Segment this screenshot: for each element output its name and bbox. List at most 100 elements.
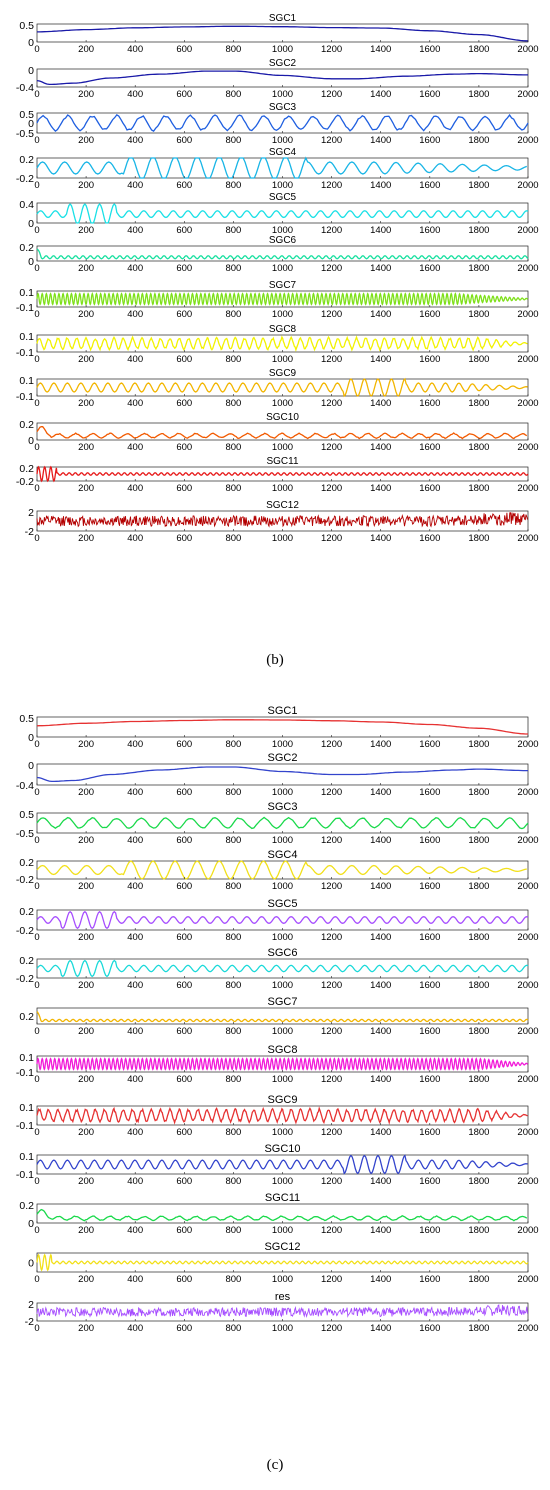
x-tick-label: 600 xyxy=(176,309,192,320)
x-tick-label: 1800 xyxy=(468,44,489,55)
x-tick-label: 600 xyxy=(176,442,192,453)
y-tick-label: 0 xyxy=(28,435,34,447)
subplot-title: SGC2 xyxy=(268,752,298,764)
x-tick-label: 800 xyxy=(225,442,241,453)
x-tick-label: 0 xyxy=(34,739,39,750)
x-tick-label: 1000 xyxy=(272,180,293,191)
y-tick-label: 0 xyxy=(28,65,34,77)
subplot-c-sgc10: SGC10 0 200 400 600 800 1000 1200 1400 1600 1800 20… xyxy=(16,1143,539,1187)
panel-label-b: (b) xyxy=(266,652,284,668)
x-tick-label: 2000 xyxy=(517,1127,538,1138)
x-tick-label: 1800 xyxy=(468,980,489,991)
series-line xyxy=(36,1154,528,1175)
y-tick-label: -0.1 xyxy=(16,391,34,403)
x-tick-label: 400 xyxy=(127,533,143,544)
subplot-title: SGC1 xyxy=(268,705,298,717)
subplot-c-sgc3: SGC3 0 200 400 600 800 1000 1200 1400 1600 1800 200… xyxy=(16,801,539,846)
x-tick-label: 2000 xyxy=(517,180,538,191)
x-tick-label: 800 xyxy=(225,44,241,55)
subplot-b-sgc2: SGC2 0 200 400 600 800 1000 1200 1400 1600 1800 200… xyxy=(16,58,539,100)
x-tick-label: 1200 xyxy=(321,135,342,146)
x-tick-label: 200 xyxy=(78,533,94,544)
x-tick-label: 600 xyxy=(176,1225,192,1236)
x-tick-label: 400 xyxy=(127,739,143,750)
x-tick-label: 2000 xyxy=(517,1225,538,1236)
subplot-b-sgc12: SGC12 0 200 400 600 800 1000 1200 1400 1600 1800 20… xyxy=(25,500,539,544)
x-tick-label: 1000 xyxy=(272,44,293,55)
x-tick-label: 2000 xyxy=(517,739,538,750)
x-tick-label: 1800 xyxy=(468,787,489,798)
series-line xyxy=(36,335,528,352)
x-tick-label: 800 xyxy=(225,89,241,100)
x-tick-label: 200 xyxy=(78,180,94,191)
x-tick-label: 800 xyxy=(225,835,241,846)
subplot-b-sgc9: SGC9 0 200 400 600 800 1000 1200 1400 1600 1800 200… xyxy=(16,368,539,409)
y-tick-label: 0.4 xyxy=(19,199,34,211)
y-tick-label: -0.1 xyxy=(16,1169,34,1181)
series-line xyxy=(36,292,529,306)
x-tick-label: 1600 xyxy=(419,44,440,55)
x-tick-label: 200 xyxy=(78,1274,94,1285)
subplot-title: SGC11 xyxy=(266,456,298,467)
x-tick-label: 1200 xyxy=(321,398,342,409)
x-tick-label: 0 xyxy=(34,89,39,100)
x-tick-label: 800 xyxy=(225,881,241,892)
x-tick-label: 600 xyxy=(176,1074,192,1085)
x-tick-label: 0 xyxy=(34,1176,39,1187)
x-tick-label: 400 xyxy=(127,1176,143,1187)
x-tick-label: 200 xyxy=(78,442,94,453)
subplot-c-sgc8: SGC8 0 200 400 600 800 1000 1200 1400 1600 1800 200… xyxy=(16,1044,539,1085)
x-tick-label: 1000 xyxy=(272,1127,293,1138)
x-tick-label: 1200 xyxy=(321,225,342,236)
y-tick-label: 0.2 xyxy=(19,463,34,475)
subplot-c-sgc1: SGC1 0 200 400 600 800 1000 1200 1400 1600 1800 200… xyxy=(19,705,538,750)
x-tick-label: 1200 xyxy=(321,1225,342,1236)
y-tick-label: 0.2 xyxy=(19,906,34,918)
x-tick-label: 200 xyxy=(78,1127,94,1138)
x-tick-label: 1000 xyxy=(272,1225,293,1236)
x-tick-label: 600 xyxy=(176,263,192,274)
x-tick-label: 1800 xyxy=(468,835,489,846)
x-tick-label: 200 xyxy=(78,309,94,320)
x-tick-label: 1800 xyxy=(468,1323,489,1334)
subplot-title: SGC8 xyxy=(268,1044,298,1056)
subplot-title: SGC5 xyxy=(268,898,298,910)
x-tick-label: 1000 xyxy=(272,787,293,798)
x-tick-label: 1400 xyxy=(370,533,391,544)
y-tick-label: 0 xyxy=(28,1258,34,1270)
x-tick-label: 2000 xyxy=(517,533,538,544)
x-tick-label: 600 xyxy=(176,135,192,146)
x-tick-label: 1600 xyxy=(419,1074,440,1085)
x-tick-label: 1000 xyxy=(272,835,293,846)
subplot-title: SGC10 xyxy=(266,412,299,423)
x-tick-label: 800 xyxy=(225,787,241,798)
x-tick-label: 200 xyxy=(78,1026,94,1037)
x-tick-label: 800 xyxy=(225,932,241,943)
x-tick-label: 0 xyxy=(34,1127,39,1138)
subplot-c-sgc11: SGC11 0 200 400 600 800 1000 1200 1400 1600 1800 20… xyxy=(19,1192,538,1236)
x-tick-label: 1600 xyxy=(419,309,440,320)
x-tick-label: 1000 xyxy=(272,739,293,750)
x-tick-label: 1000 xyxy=(272,309,293,320)
y-tick-label: 0.5 xyxy=(19,713,34,725)
x-tick-label: 1200 xyxy=(321,309,342,320)
x-tick-label: 600 xyxy=(176,1127,192,1138)
x-tick-label: 0 xyxy=(34,1026,39,1037)
x-tick-label: 600 xyxy=(176,980,192,991)
x-tick-label: 2000 xyxy=(517,44,538,55)
x-tick-label: 400 xyxy=(127,1026,143,1037)
x-tick-label: 1400 xyxy=(370,398,391,409)
x-tick-label: 800 xyxy=(225,180,241,191)
subplot-c-sgc9: SGC9 0 200 400 600 800 1000 1200 1400 1600 1800 200… xyxy=(16,1094,539,1138)
x-tick-label: 1400 xyxy=(370,135,391,146)
x-tick-label: 0 xyxy=(34,309,39,320)
x-tick-label: 1400 xyxy=(370,1274,391,1285)
subplot-b-sgc7: SGC7 0 200 400 600 800 1000 1200 1400 1600 1800 200… xyxy=(16,280,539,320)
subplot-title: SGC6 xyxy=(268,947,298,959)
y-tick-label: 0.2 xyxy=(19,1200,34,1212)
x-tick-label: 800 xyxy=(225,309,241,320)
subplot-c-sgc12: SGC12 0 200 400 600 800 1000 1200 1400 1600 1800 20… xyxy=(28,1241,538,1285)
x-tick-label: 400 xyxy=(127,835,143,846)
x-tick-label: 1800 xyxy=(468,739,489,750)
x-tick-label: 2000 xyxy=(517,932,538,943)
